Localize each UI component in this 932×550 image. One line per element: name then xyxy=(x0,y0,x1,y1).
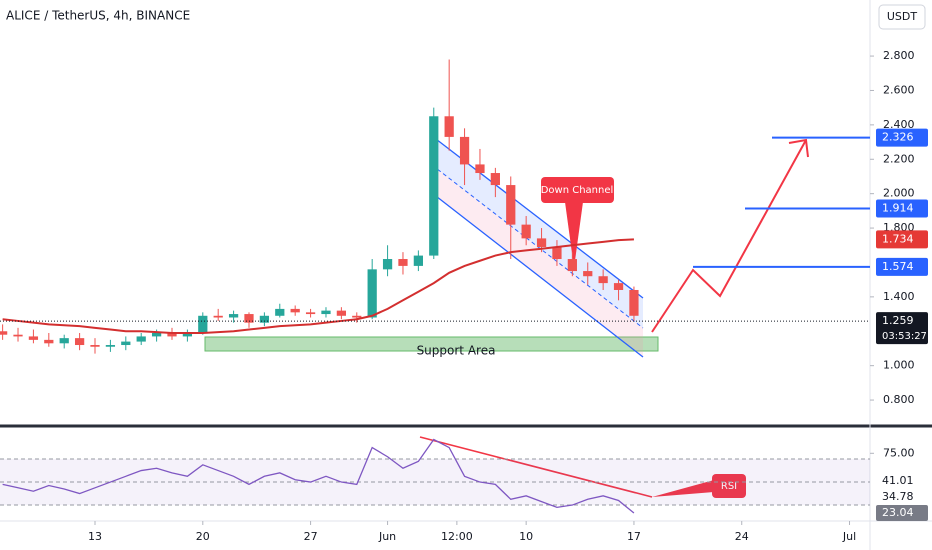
candle-body xyxy=(382,259,393,270)
candle-body xyxy=(552,246,562,260)
candle-body xyxy=(413,255,423,266)
rsi-tag xyxy=(876,473,928,490)
price-tag xyxy=(876,312,928,345)
candle-body xyxy=(182,332,193,337)
candle-body xyxy=(367,269,377,318)
candle-body xyxy=(259,315,270,323)
rsi-tag-label: 41.01 xyxy=(882,474,914,487)
candle-body xyxy=(506,185,516,225)
candle-body xyxy=(629,289,639,316)
candle-body xyxy=(583,271,593,277)
down-channel-label: Down Channel xyxy=(541,185,614,196)
x-tick-label: 10 xyxy=(519,530,533,543)
channel-upper-fill xyxy=(432,136,643,328)
price-tag-label: 2.326 xyxy=(882,131,914,144)
x-tick-label: 27 xyxy=(304,530,318,543)
chart-title: ALICE / TetherUS, 4h, BINANCE xyxy=(6,9,190,23)
rsi-callout-label: RSI xyxy=(721,481,737,492)
candle-body xyxy=(275,308,285,316)
x-tick-label: Jul xyxy=(842,530,856,543)
candle-body xyxy=(74,338,85,346)
moving-average xyxy=(2,238,634,334)
y-tick-label: 1.400 xyxy=(883,290,915,303)
y-tick-label: 2.200 xyxy=(883,152,915,165)
rsi-trendline xyxy=(419,436,653,498)
projection-arrowhead xyxy=(788,138,809,158)
candle-body xyxy=(598,276,608,284)
support-area xyxy=(204,336,659,352)
x-tick-label: Jun xyxy=(378,530,396,543)
candle-body xyxy=(213,315,223,318)
candle-body xyxy=(336,310,346,316)
y-tick-label: 2.000 xyxy=(883,187,915,200)
candle-body xyxy=(244,314,254,323)
rsi-callout xyxy=(712,474,746,498)
price-tag xyxy=(876,230,928,249)
candle-body xyxy=(151,332,162,337)
channel-lower-fill xyxy=(432,165,643,357)
candle-body xyxy=(0,331,8,335)
candle-body xyxy=(305,312,316,315)
candle-body xyxy=(444,116,454,137)
currency-button[interactable] xyxy=(878,4,926,30)
y-tick-label: 0.800 xyxy=(883,393,915,406)
rsi-line xyxy=(2,438,635,514)
candle-body xyxy=(136,336,146,342)
price-tag-label: 1.734 xyxy=(882,232,914,245)
rsi-tag-label: 34.78 xyxy=(882,490,914,503)
price-tag xyxy=(876,128,928,147)
countdown: 03:53:27 xyxy=(882,331,927,342)
x-tick-label: 20 xyxy=(196,530,210,543)
candle-body xyxy=(44,339,54,344)
price-tag-label: 1.574 xyxy=(882,260,914,273)
currency-label[interactable]: USDT xyxy=(887,10,918,23)
x-tick-label: 12:00 xyxy=(441,530,473,543)
candle-body xyxy=(290,308,300,313)
rsi-callout-pointer xyxy=(652,480,714,497)
candle-body xyxy=(429,116,439,256)
marks xyxy=(0,59,639,354)
y-tick-label: 2.400 xyxy=(883,118,915,131)
x-tick-label: 17 xyxy=(627,530,641,543)
candle-body xyxy=(613,283,624,290)
candle-body xyxy=(567,259,577,272)
price-tag-label: 1.914 xyxy=(882,201,914,214)
projection-path xyxy=(651,139,807,333)
support-area-label: Support Area xyxy=(417,344,496,358)
x-tick-label: 13 xyxy=(88,530,102,543)
candle-body xyxy=(521,224,531,239)
channel-lower xyxy=(431,192,644,358)
candle-body xyxy=(167,332,177,337)
candle-body xyxy=(13,334,23,337)
candle-body xyxy=(105,345,116,347)
candle-body xyxy=(121,341,131,346)
candle-body xyxy=(536,238,547,247)
y-tick-label: 2.800 xyxy=(883,49,915,62)
candle-body xyxy=(352,315,362,318)
candle-body xyxy=(90,345,100,347)
y-tick-label: 1.000 xyxy=(883,359,915,372)
rsi-tag-label: 23.04 xyxy=(882,506,914,519)
rsi-tag xyxy=(876,489,928,506)
candle-body xyxy=(28,336,39,340)
price-tag xyxy=(876,257,928,276)
price-tag-label: 1.259 xyxy=(882,314,914,327)
candle-body xyxy=(398,259,408,266)
candle-body xyxy=(475,164,485,174)
y-tick-label: 2.600 xyxy=(883,83,915,96)
candle-body xyxy=(59,338,69,344)
x-tick-label: 24 xyxy=(735,530,749,543)
rsi-tag xyxy=(876,505,928,522)
candle-body xyxy=(490,173,500,186)
down-channel-callout xyxy=(541,177,614,203)
candle-body xyxy=(459,136,470,165)
candle-body xyxy=(228,314,239,318)
candle-body xyxy=(321,310,331,315)
price-tag xyxy=(876,199,928,218)
candle-body xyxy=(198,315,208,333)
rsi-tick-label: 75.00 xyxy=(883,446,915,459)
callout-pointer xyxy=(565,202,583,268)
